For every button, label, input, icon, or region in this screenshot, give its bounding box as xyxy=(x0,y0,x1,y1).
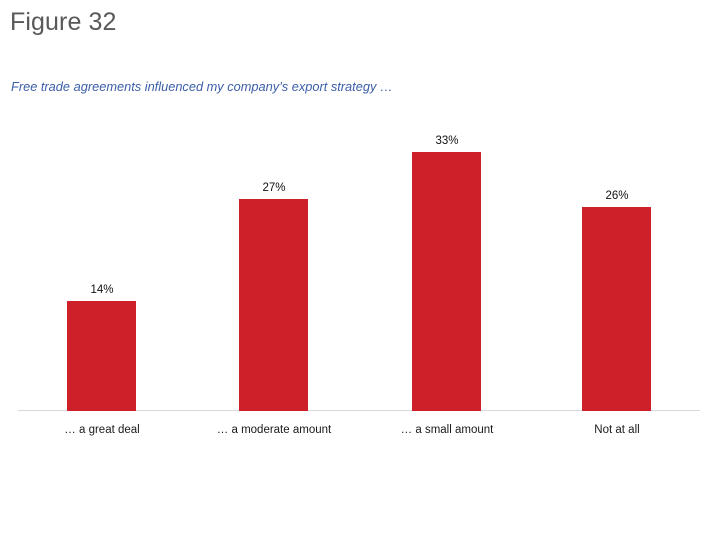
bar-rect[interactable] xyxy=(67,301,136,411)
page-title: Figure 32 xyxy=(10,8,117,36)
figure-subtitle: Free trade agreements influenced my comp… xyxy=(11,79,393,94)
bar-column: 33% xyxy=(361,0,533,411)
bar-rect[interactable] xyxy=(582,207,651,411)
bar-column: 27% xyxy=(188,0,360,411)
category-label: … a small amount xyxy=(400,424,494,436)
category-axis-line xyxy=(18,410,700,411)
bar-group: 26% Not at all xyxy=(531,0,703,540)
category-label: Not at all xyxy=(594,424,640,436)
category-label: … a great deal xyxy=(64,424,140,436)
bar-value-label: 33% xyxy=(435,135,459,147)
category-label: … a moderate amount xyxy=(216,424,332,436)
bar-group: 33% … a small amount xyxy=(361,0,533,540)
bar-group: 14% … a great deal xyxy=(16,0,188,540)
bar-rect[interactable] xyxy=(412,152,481,411)
bar-rect[interactable] xyxy=(239,199,308,411)
bar-value-label: 27% xyxy=(262,182,286,194)
bar-value-label: 14% xyxy=(90,284,114,296)
bar-column: 14% xyxy=(16,0,188,411)
bar-value-label: 26% xyxy=(605,190,629,202)
bar-column: 26% xyxy=(531,0,703,411)
bar-group: 27% … a moderate amount xyxy=(188,0,360,540)
